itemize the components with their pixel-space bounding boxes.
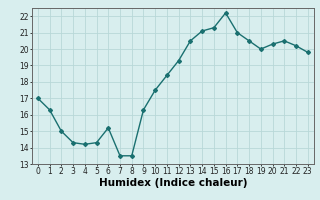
X-axis label: Humidex (Indice chaleur): Humidex (Indice chaleur): [99, 178, 247, 188]
